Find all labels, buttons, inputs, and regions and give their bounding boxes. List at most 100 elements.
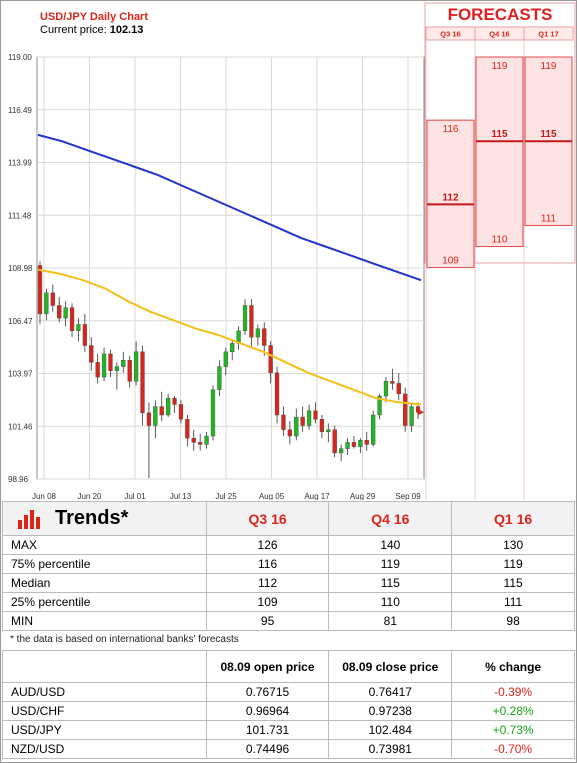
candle-body xyxy=(403,393,408,426)
x-tick-label: Aug 29 xyxy=(350,492,376,500)
candle-body xyxy=(159,406,164,416)
chart-title: USD/JPY Daily Chart xyxy=(40,11,149,23)
changes-row: NZD/USD 0.74496 0.73981 -0.70% xyxy=(2,739,575,759)
candle-body xyxy=(300,416,305,426)
candle-body xyxy=(140,351,145,414)
trends-row-label: 75% percentile xyxy=(2,554,207,574)
trends-cell: 81 xyxy=(328,611,453,631)
candle-body xyxy=(230,343,235,353)
candle-body xyxy=(364,440,369,445)
ma200-line xyxy=(37,133,422,282)
trends-row-label: MIN xyxy=(2,611,207,631)
trends-row: 25% percentile 109 110 111 xyxy=(2,592,575,612)
candle-body xyxy=(198,442,203,445)
trends-cell: 95 xyxy=(205,611,330,631)
trends-header: Trends* Q3 16 Q4 16 Q1 16 xyxy=(2,501,575,536)
trends-title: Trends* xyxy=(55,507,129,529)
x-tick-label: Jun 08 xyxy=(32,492,57,500)
forecast-median-label: 112 xyxy=(442,192,459,203)
price-chart: 119.00 116.49 113.99 111.48 108.98 106.47 103.… xyxy=(8,2,576,500)
candle-body xyxy=(57,305,62,319)
trends-row: 75% percentile 116 119 119 xyxy=(2,554,575,574)
y-tick-label: 98.96 xyxy=(8,475,29,484)
close-price: 0.73981 xyxy=(328,739,453,759)
x-tick-label: Jun 20 xyxy=(77,492,102,500)
candle-body xyxy=(89,345,94,363)
trends-cell: 140 xyxy=(328,535,453,555)
forecast-col-label: Q3 16 xyxy=(440,30,460,39)
pair-name: USD/CHF xyxy=(2,701,207,721)
trends-cell: 116 xyxy=(205,554,330,574)
candle-body xyxy=(390,381,395,384)
trends-cell: 126 xyxy=(205,535,330,555)
candle-body xyxy=(383,381,389,397)
candle-body xyxy=(268,345,273,374)
forecast-range-box xyxy=(426,119,475,269)
candle-body xyxy=(191,437,196,443)
changes-col-close: 08.09 close price xyxy=(328,650,453,683)
trends-table: Trends* Q3 16 Q4 16 Q1 16 MAX 126 140 13… xyxy=(2,501,575,631)
forecast-median-label: 115 xyxy=(491,129,508,140)
candle-body xyxy=(178,404,184,420)
candle-body xyxy=(166,397,171,416)
candle-body xyxy=(338,448,344,454)
candle-body xyxy=(185,418,190,439)
candle-body xyxy=(409,406,414,426)
changes-row: AUD/USD 0.76715 0.76417 -0.39% xyxy=(2,682,575,702)
forecast-median-label: 115 xyxy=(540,129,557,140)
candle-body xyxy=(332,429,337,454)
candle-body xyxy=(95,362,100,378)
candle-body xyxy=(371,414,376,445)
forecasts-title: FORECASTS xyxy=(447,5,553,24)
x-tick-label: Jul 01 xyxy=(124,492,146,500)
candle-body xyxy=(82,324,87,346)
candle-body xyxy=(76,324,81,331)
candle-body xyxy=(281,414,286,430)
close-price: 102.484 xyxy=(328,720,453,740)
candle-body xyxy=(101,353,107,378)
current-price-value: 102.13 xyxy=(109,24,144,36)
forecast-col-label: Q1 17 xyxy=(538,30,558,39)
candle-body xyxy=(294,416,299,437)
trends-cell: 98 xyxy=(451,611,575,631)
footnote: * the data is based on international ban… xyxy=(10,634,239,645)
candle-body xyxy=(204,435,209,445)
forecast-max-label: 116 xyxy=(443,124,459,135)
candle-body xyxy=(114,366,120,371)
forecast-max-label: 119 xyxy=(492,61,508,72)
trends-col-q3: Q3 16 xyxy=(205,501,330,536)
forecast-col-header xyxy=(523,26,574,41)
current-price-label: Current price: xyxy=(40,24,107,36)
current-price: Current price: 102.13 xyxy=(40,24,143,36)
trends-row: MIN 95 81 98 xyxy=(2,611,575,631)
candle-body xyxy=(377,395,382,416)
candle-body xyxy=(287,429,292,437)
forecast-min-label: 110 xyxy=(492,235,508,246)
candle-body xyxy=(153,406,158,426)
trends-row: MAX 126 140 130 xyxy=(2,535,575,555)
candle-body xyxy=(358,440,363,447)
candle-body xyxy=(37,265,43,315)
trends-cell: 119 xyxy=(451,554,575,574)
trends-cell: 112 xyxy=(205,573,330,593)
candle-body xyxy=(217,366,222,390)
candle-body xyxy=(223,351,228,367)
trends-row-label: MAX xyxy=(2,535,207,555)
candle-body xyxy=(326,429,331,433)
candle-body xyxy=(242,305,248,331)
price-change-table: 08.09 open price 08.09 close price % cha… xyxy=(2,650,575,759)
percent-change: -0.70% xyxy=(451,739,575,759)
changes-row: USD/JPY 101.731 102.484 +0.73% xyxy=(2,720,575,740)
candle-body xyxy=(351,442,357,447)
y-tick-label: 108.98 xyxy=(8,264,33,273)
x-tick-label: Jul 25 xyxy=(215,492,237,500)
candle-body xyxy=(121,360,126,367)
trends-col-q1: Q1 16 xyxy=(451,501,575,536)
trends-title-cell: Trends* xyxy=(2,501,207,536)
trends-col-q4: Q4 16 xyxy=(328,501,453,536)
open-price: 0.96964 xyxy=(205,701,330,721)
candle-body xyxy=(127,360,132,382)
percent-change: -0.39% xyxy=(451,682,575,702)
forecast-min-label: 109 xyxy=(442,256,459,267)
candle-body xyxy=(396,383,401,395)
